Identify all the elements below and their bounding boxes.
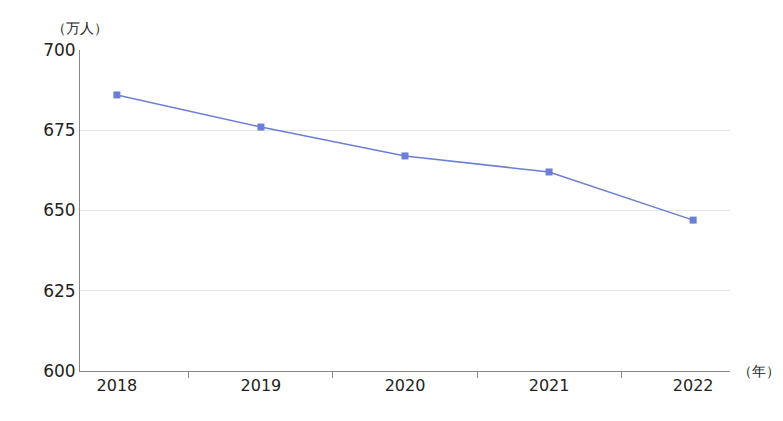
svg-text:2018: 2018 — [97, 376, 138, 395]
svg-text:675: 675 — [43, 120, 75, 140]
svg-text:2021: 2021 — [529, 376, 570, 395]
svg-text:2019: 2019 — [241, 376, 282, 395]
svg-text:2020: 2020 — [385, 376, 426, 395]
svg-text:（万人）: （万人） — [52, 20, 108, 36]
svg-text:2022: 2022 — [673, 376, 714, 395]
svg-text:650: 650 — [43, 200, 75, 220]
svg-text:700: 700 — [43, 40, 75, 60]
svg-text:（年）: （年） — [738, 363, 780, 379]
svg-text:600: 600 — [43, 361, 75, 381]
svg-text:625: 625 — [43, 281, 75, 301]
